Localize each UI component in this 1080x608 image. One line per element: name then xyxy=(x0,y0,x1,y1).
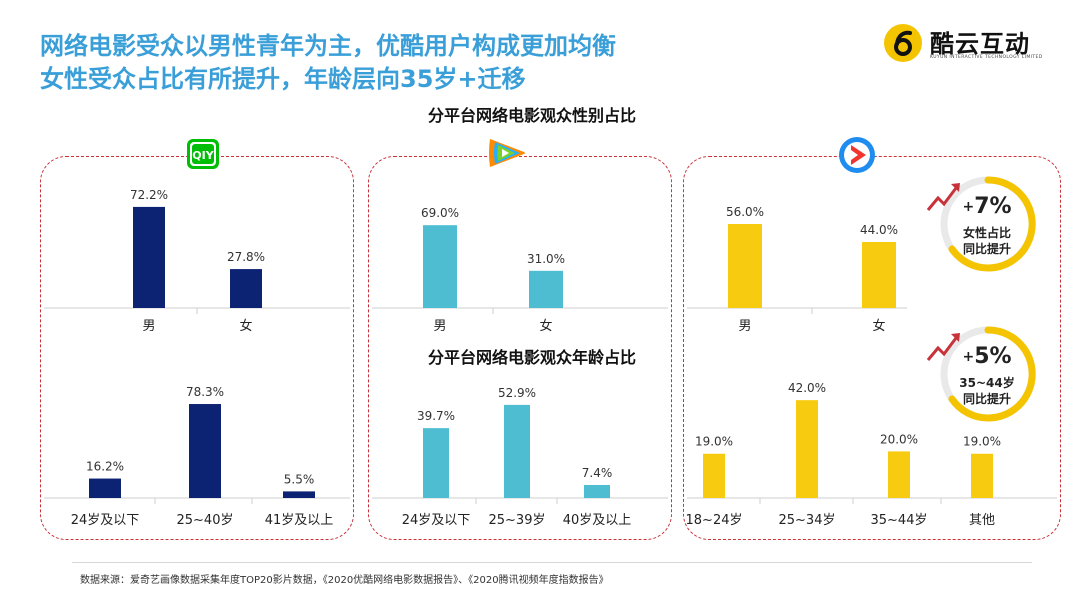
data-label: 20.0% xyxy=(880,432,918,446)
bar xyxy=(888,451,910,498)
data-source-note: 数据来源：爱奇艺画像数据采集年度TOP20影片数据，《2020优酷网络电影数据报… xyxy=(80,571,609,586)
bar xyxy=(504,405,530,498)
bar xyxy=(423,225,457,308)
data-label: 42.0% xyxy=(788,381,826,395)
logo-name: 酷云互动 xyxy=(930,24,1030,59)
bar xyxy=(89,479,121,498)
category-label: 女 xyxy=(239,318,252,334)
bar xyxy=(133,207,165,308)
bar xyxy=(728,224,762,308)
badge-value: 5% xyxy=(974,344,1011,369)
youku-gender-chart: 56.0% 男 44.0% 女 xyxy=(687,160,907,340)
category-label: 40岁及以上 xyxy=(563,513,632,528)
bar xyxy=(584,485,610,498)
data-label: 16.2% xyxy=(86,460,124,474)
data-label: 19.0% xyxy=(695,435,733,449)
badge-prefix: + xyxy=(962,199,974,215)
category-label: 25~39岁 xyxy=(489,513,546,528)
category-label: 25~34岁 xyxy=(779,513,836,528)
headline: 网络电影受众以男性青年为主，优酷用户构成更加均衡 女性受众占比有所提升，年龄层向… xyxy=(40,30,616,96)
headline-line-1: 网络电影受众以男性青年为主，优酷用户构成更加均衡 xyxy=(40,30,616,63)
data-label: 78.3% xyxy=(186,385,224,399)
data-label: 56.0% xyxy=(726,205,764,219)
data-label: 5.5% xyxy=(284,472,315,486)
iqiyi-age-chart: 16.2% 24岁及以下 78.3% 25~40岁 5.5% 41岁及以上 xyxy=(44,350,350,540)
category-label: 其他 xyxy=(969,513,995,528)
category-label: 女 xyxy=(872,318,885,334)
category-label: 18~24岁 xyxy=(686,513,743,528)
category-label: 女 xyxy=(539,318,552,334)
headline-line-2: 女性受众占比有所提升，年龄层向35岁+迁移 xyxy=(40,63,616,96)
data-label: 52.9% xyxy=(498,386,536,400)
age-shift-badge: +5% 35~44岁 同比提升 xyxy=(924,318,1040,434)
logo-english-name: KUYUN INTERACTIVE TECHNOLOGY LIMITED xyxy=(930,55,1043,60)
badge-line-1: 35~44岁 xyxy=(934,374,1040,391)
badge-prefix: + xyxy=(962,349,974,365)
bar xyxy=(971,454,993,498)
category-label: 35~44岁 xyxy=(871,513,928,528)
footer-divider xyxy=(72,562,1032,563)
badge-line-1: 女性占比 xyxy=(934,224,1040,241)
bar xyxy=(189,404,221,498)
female-growth-badge: +7% 女性占比 同比提升 xyxy=(924,168,1040,284)
gender-chart-title: 分平台网络电影观众性别占比 xyxy=(428,102,636,126)
bar xyxy=(703,454,725,498)
category-label: 24岁及以下 xyxy=(71,513,140,528)
badge-value: 7% xyxy=(974,194,1011,219)
data-label: 39.7% xyxy=(417,409,455,423)
badge-line-2: 同比提升 xyxy=(934,390,1040,407)
bar xyxy=(423,428,449,498)
category-label: 男 xyxy=(142,319,155,334)
category-label: 24岁及以下 xyxy=(402,513,471,528)
category-label: 男 xyxy=(433,319,446,334)
kuyun-logo-icon xyxy=(884,24,922,62)
data-label: 31.0% xyxy=(527,252,565,266)
data-label: 27.8% xyxy=(227,250,265,264)
data-label: 19.0% xyxy=(963,435,1001,449)
badge-line-2: 同比提升 xyxy=(934,240,1040,257)
iqiyi-gender-chart: 72.2% 男 27.8% 女 xyxy=(44,160,350,340)
data-label: 69.0% xyxy=(421,206,459,220)
bar xyxy=(529,271,563,308)
data-label: 44.0% xyxy=(860,223,898,237)
bar xyxy=(862,242,896,308)
tencent-gender-chart: 69.0% 男 31.0% 女 xyxy=(372,160,668,340)
brand-logo: 酷云互动 KUYUN INTERACTIVE TECHNOLOGY LIMITE… xyxy=(884,22,1044,66)
category-label: 男 xyxy=(738,319,751,334)
data-label: 7.4% xyxy=(582,466,613,480)
category-label: 25~40岁 xyxy=(177,513,234,528)
data-label: 72.2% xyxy=(130,188,168,202)
bar xyxy=(230,269,262,308)
bar xyxy=(283,491,315,498)
tencent-age-chart: 39.7% 24岁及以下 52.9% 25~39岁 7.4% 40岁及以上 xyxy=(372,350,668,540)
bar xyxy=(796,400,818,498)
category-label: 41岁及以上 xyxy=(265,513,334,528)
